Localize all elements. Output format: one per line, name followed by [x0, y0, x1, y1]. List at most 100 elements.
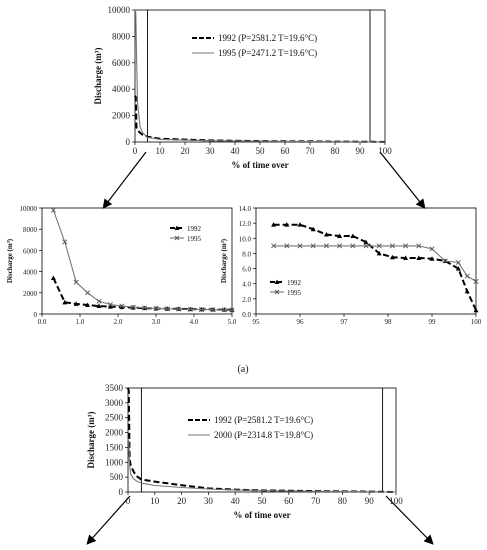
x-tick-label: 2.0: [114, 318, 123, 326]
legend-label: 2000 (P=2314.8 T=19.8°C): [214, 430, 313, 440]
data-point: [310, 226, 316, 232]
x-tick-label: 60: [281, 146, 291, 156]
data-point: [363, 243, 369, 249]
y-axis-label: Discharge (m³): [6, 238, 14, 283]
y-tick-label: 2500: [105, 413, 124, 423]
y-tick-label: 2000: [105, 428, 124, 438]
data-point: [350, 243, 356, 249]
x-tick-label: 90: [356, 146, 366, 156]
y-tick-label: 3500: [105, 383, 124, 393]
y-tick-label: 500: [110, 472, 124, 482]
x-tick-label: 96: [297, 318, 305, 326]
data-point: [323, 232, 329, 237]
chart-left-zoom: 0.0 1.0 2.0 3.0 4.0 5.0 0 2000 4000 6000 8000 10000…: [6, 205, 237, 326]
y-axis-label: Discharge (m³): [220, 238, 228, 283]
x-tick-label: 20: [177, 496, 187, 506]
data-point: [350, 233, 356, 239]
x-tick-label: 10: [150, 496, 160, 506]
x-tick-label: 30: [204, 496, 214, 506]
data-point: [50, 275, 56, 280]
data-point: [73, 279, 79, 285]
x-tick-label: 70: [306, 146, 316, 156]
x-tick-label: 95: [253, 318, 261, 326]
data-point: [62, 299, 68, 305]
x-tick-label: 98: [385, 318, 393, 326]
data-point: [119, 303, 125, 309]
y-axis-label: Discharge (m³): [93, 48, 103, 105]
x-tick-label: 90: [365, 496, 375, 506]
data-point: [429, 246, 435, 252]
x-tick-label: 1.0: [76, 318, 85, 326]
series-line-1: [127, 438, 397, 493]
x-tick-label: 40: [231, 496, 241, 506]
legend-label: 1995: [187, 235, 202, 243]
data-point: [455, 259, 461, 266]
series-line-0: [52, 277, 233, 311]
y-tick-label: 14.0: [239, 205, 252, 213]
data-point: [187, 306, 193, 312]
data-point: [389, 254, 395, 260]
data-point: [96, 298, 102, 304]
x-tick-label: 60: [284, 496, 294, 506]
data-point: [403, 255, 409, 260]
data-point: [297, 222, 303, 227]
series-line-1: [273, 245, 477, 282]
series-line-1: [134, 9, 386, 143]
y-tick-label: 4.0: [242, 281, 251, 289]
data-point: [107, 304, 113, 309]
chart-top: 0 10 20 30 40 50 60 70 80 90 100 0 2000 4000 6000 8000 1…: [93, 5, 392, 170]
x-tick-label: 99: [429, 318, 437, 326]
y-tick-label: 6000: [23, 247, 38, 255]
y-tick-label: 3000: [105, 398, 124, 408]
x-tick-label: 50: [258, 496, 268, 506]
legend-marker: [274, 289, 280, 295]
data-point: [153, 305, 159, 311]
y-tick-label: 10000: [108, 5, 131, 15]
plot-frame: [134, 9, 386, 143]
y-tick-label: 12.0: [239, 220, 252, 228]
y-tick-label: 8.0: [242, 250, 251, 258]
y-tick-label: 4000: [23, 269, 38, 277]
data-point: [271, 243, 277, 249]
x-tick-label: 70: [311, 496, 321, 506]
plot-frame: [41, 207, 233, 315]
y-tick-label: 1500: [105, 442, 124, 452]
data-point: [210, 307, 216, 313]
data-point: [376, 243, 382, 249]
legend-label: 1992: [187, 225, 202, 233]
y-tick-label: 2.0: [242, 296, 251, 304]
y-tick-label: 10000: [20, 205, 38, 213]
y-tick-label: 8000: [112, 31, 131, 41]
legend-label: 1995 (P=2471.2 T=19.6°C): [218, 48, 317, 58]
y-tick-label: 0: [34, 311, 38, 319]
data-point: [310, 243, 316, 249]
data-point: [176, 306, 182, 312]
data-point: [389, 243, 395, 249]
chart-right-zoom: 95 96 97 98 99 100 0.0 2.0 4.0 6.0 8.0 10.0 12.0 14.0…: [220, 205, 482, 326]
data-point: [297, 243, 303, 249]
zoom-arrow-left: [102, 151, 147, 209]
x-tick-label: 80: [338, 496, 348, 506]
data-point: [119, 304, 125, 310]
y-tick-label: 6000: [112, 58, 131, 68]
x-axis-label: % of time over: [233, 510, 290, 520]
x-tick-label: 20: [181, 146, 191, 156]
data-point: [363, 239, 369, 245]
data-point: [229, 307, 235, 313]
data-point: [403, 243, 409, 249]
legend-label: 1992 (P=2581.2 T=19.6°C): [218, 33, 317, 43]
data-point: [85, 290, 91, 296]
y-tick-label: 0: [119, 487, 124, 497]
x-tick-label: 5.0: [228, 318, 237, 326]
data-point: [164, 306, 170, 312]
y-tick-label: 10.0: [239, 235, 252, 243]
series-line-0: [134, 95, 386, 143]
x-tick-label: 100: [378, 146, 392, 156]
data-point: [62, 239, 68, 245]
data-point: [416, 243, 422, 249]
data-point: [416, 255, 422, 260]
bottom-arrow-right: [385, 495, 434, 545]
y-axis-label: Discharge (m³): [86, 412, 96, 469]
data-point: [130, 304, 136, 310]
x-tick-label: 50: [256, 146, 266, 156]
